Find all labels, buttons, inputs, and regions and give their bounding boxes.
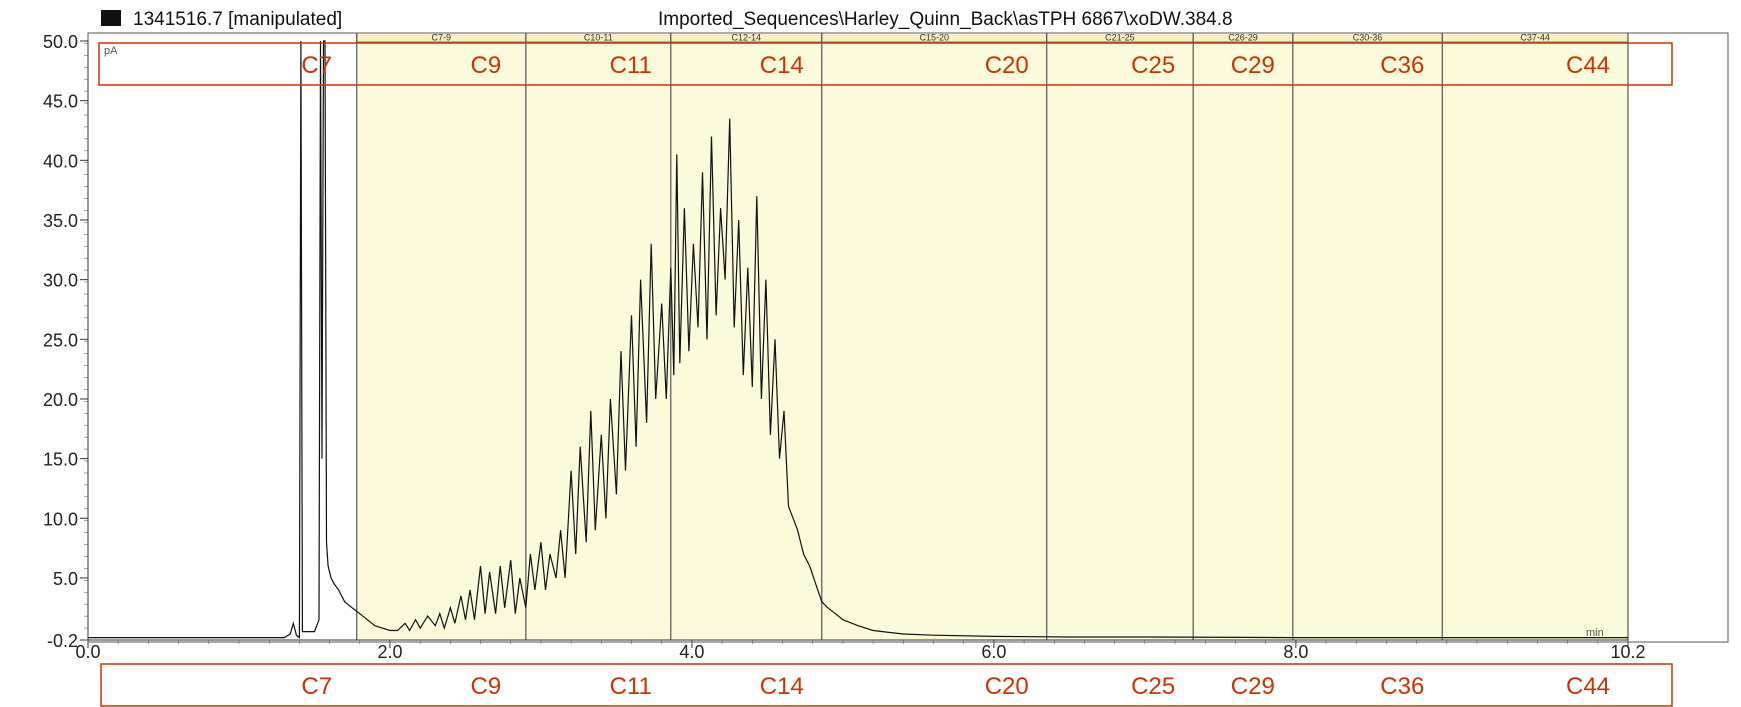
bottom-carbon-label-c14: C14 [760,673,804,700]
x-tick-label-5: 10.2 [1610,642,1645,662]
band-label-4: C21-25 [1105,33,1135,43]
band-label-2: C12-14 [732,33,762,43]
top-carbon-label-c29: C29 [1231,52,1275,79]
band-label-6: C30-36 [1353,33,1383,43]
y-tick-label-6: 30.0 [43,271,78,291]
band-fill-7 [1442,33,1628,640]
top-carbon-label-c36: C36 [1380,52,1424,79]
band-fill-0 [357,33,526,640]
top-carbon-label-c9: C9 [470,52,501,79]
y-tick-label-0: -0.2 [47,631,78,651]
top-carbon-label-c20: C20 [985,52,1029,79]
y-tick-label-8: 40.0 [43,151,78,171]
header-swatch [101,10,121,26]
bottom-carbon-label-c36: C36 [1380,673,1424,700]
band-label-3: C15-20 [919,33,949,43]
y-tick-label-4: 20.0 [43,390,78,410]
y-tick-label-3: 15.0 [43,450,78,470]
y-tick-label-2: 10.0 [43,509,78,529]
sample-id: 1341516.7 [manipulated] [133,9,342,30]
bottom-carbon-label-c11: C11 [610,673,652,700]
x-tick-label-2: 4.0 [679,642,704,662]
top-carbon-label-c14: C14 [760,52,804,79]
bottom-carbon-label-c29: C29 [1231,673,1275,700]
bottom-carbon-label-c9: C9 [470,673,501,700]
x-tick-label-0: 0.0 [75,642,100,662]
y-axis-label: pA [104,45,118,57]
sequence-path: Imported_Sequences\Harley_Quinn_Back\asT… [658,9,1233,30]
band-layer: C7-9 C10-11 C12-14 C15-20 C21-25 C26-29 C30-36… [357,33,1628,641]
top-carbon-label-c44: C44 [1566,52,1610,79]
y-tick-label-10: 50.0 [43,32,78,52]
y-tick-label-7: 35.0 [43,211,78,231]
y-tick-label-9: 45.0 [43,92,78,112]
band-fill-3 [822,33,1047,640]
bottom-carbon-label-c7: C7 [301,673,332,700]
band-fill-2 [671,33,822,640]
band-fill-4 [1047,33,1193,640]
band-label-7: C37-44 [1520,33,1550,43]
top-carbon-label-c11: C11 [610,52,652,79]
bottom-carbon-label-c44: C44 [1566,673,1610,700]
band-label-1: C10-11 [584,33,613,43]
y-tick-label-5: 25.0 [43,330,78,350]
x-tick-label-3: 6.0 [981,642,1006,662]
x-tick-label-1: 2.0 [377,642,402,662]
band-label-5: C26-29 [1228,33,1258,43]
band-label-0: C7-9 [432,33,452,43]
header: 1341516.7 [manipulated] Imported_Sequenc… [101,9,1233,30]
y-tick-label-1: 5.0 [53,569,78,589]
band-fill-5 [1193,33,1293,640]
top-carbon-label-c7: C7 [301,52,332,79]
band-fill-6 [1293,33,1442,640]
top-carbon-label-c25: C25 [1131,52,1175,79]
bottom-carbon-label-c20: C20 [985,673,1029,700]
x-tick-label-4: 8.0 [1283,642,1308,662]
bottom-carbon-label-c25: C25 [1131,673,1175,700]
